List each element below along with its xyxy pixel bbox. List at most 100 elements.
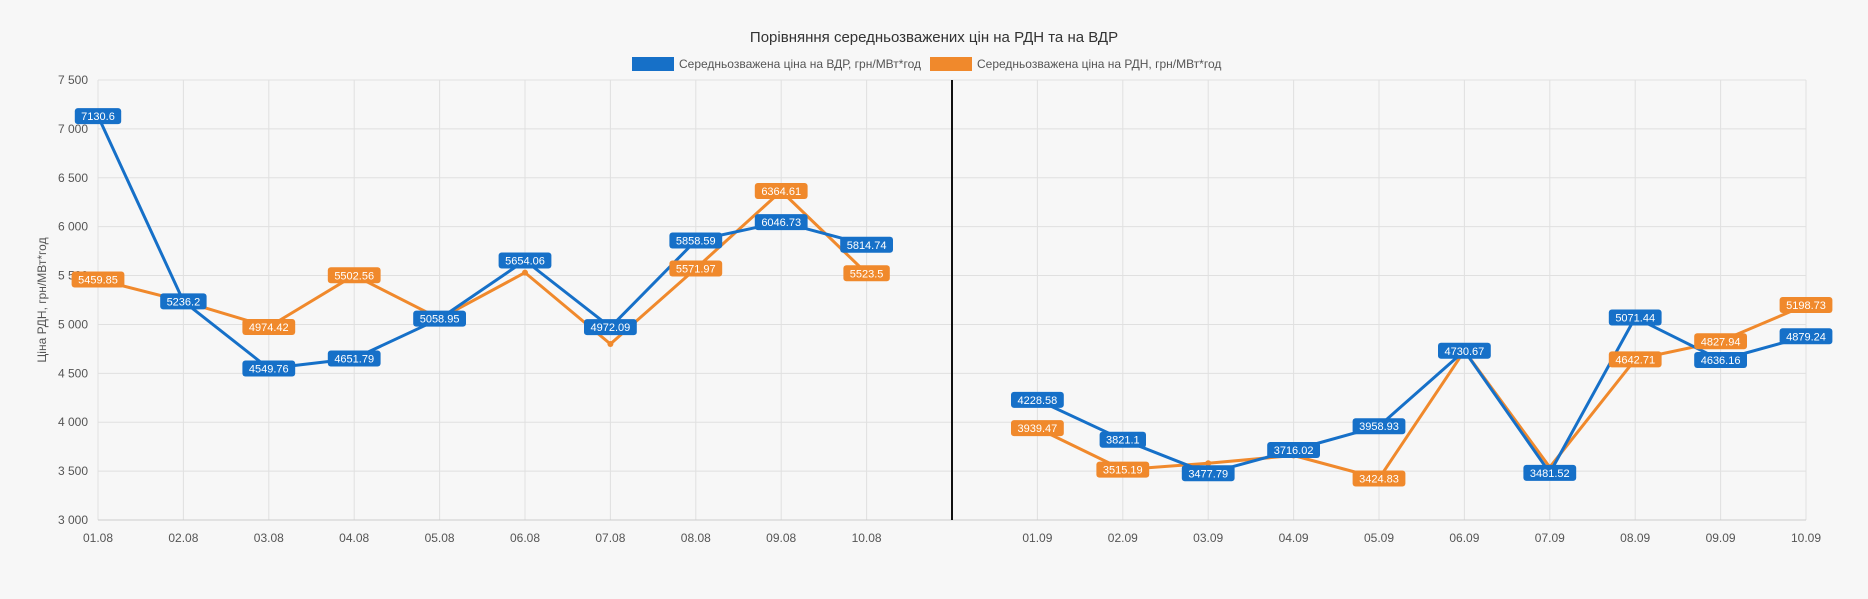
data-label-s0-8: 6046.73 <box>754 214 808 231</box>
data-label-bg <box>1779 328 1833 345</box>
series-1-point-6[interactable] <box>607 341 614 347</box>
data-label-text: 4651.79 <box>334 353 374 365</box>
data-label-text: 3477.79 <box>1188 468 1228 480</box>
data-label-s0-11: 4228.58 <box>1011 391 1064 408</box>
x-tick-label-16: 06.09 <box>1449 531 1479 545</box>
data-label-text: 5459.85 <box>78 274 118 286</box>
data-label-bg <box>669 260 723 277</box>
data-label-text: 6364.61 <box>761 186 801 198</box>
data-label-s0-18: 5071.44 <box>1608 309 1662 326</box>
series-1-point-13[interactable] <box>1205 460 1212 467</box>
data-label-s1-12: 3515.19 <box>1096 461 1150 478</box>
y-tick-label-0: 3 000 <box>58 513 88 527</box>
x-tick-label-13: 03.09 <box>1193 531 1223 545</box>
data-label-bg <box>584 319 637 336</box>
legend-label-vdr: Середньозважена ціна на ВДР, грн/МВт*год <box>679 57 921 71</box>
data-label-s1-7: 5571.97 <box>669 260 723 277</box>
data-label-bg <box>327 267 381 284</box>
data-label-bg <box>1608 351 1662 368</box>
data-label-s0-12: 3821.1 <box>1099 431 1146 448</box>
data-label-bg <box>1523 464 1577 481</box>
data-label-text: 4972.09 <box>591 322 631 334</box>
data-label-text: 4636.16 <box>1701 355 1741 367</box>
x-tick-label-19: 09.09 <box>1706 531 1736 545</box>
data-label-bg <box>1267 441 1320 458</box>
data-label-text: 3958.93 <box>1359 421 1399 433</box>
data-label-s0-5: 5654.06 <box>498 252 552 269</box>
x-tick-label-9: 10.08 <box>852 531 882 545</box>
data-label-s1-8: 6364.61 <box>754 183 808 200</box>
x-tick-label-3: 04.08 <box>339 531 369 545</box>
data-label-bg <box>1779 297 1833 314</box>
data-label-text: 4549.76 <box>249 363 289 375</box>
data-label-text: 3481.52 <box>1530 468 1570 480</box>
legend-swatch-rdn[interactable] <box>930 57 972 71</box>
data-label-bg <box>1096 461 1150 478</box>
data-label-bg <box>1352 470 1406 487</box>
data-label-bg <box>160 293 207 310</box>
data-label-bg <box>242 360 296 377</box>
data-label-s0-0: 7130.6 <box>74 108 122 125</box>
data-label-text: 5814.74 <box>847 240 887 252</box>
x-tick-label-5: 06.08 <box>510 531 540 545</box>
y-tick-label-8: 7 000 <box>58 122 88 136</box>
data-label-text: 5571.97 <box>676 264 716 276</box>
x-tick-label-12: 02.09 <box>1108 531 1138 545</box>
x-tick-label-11: 01.09 <box>1022 531 1052 545</box>
data-label-bg <box>840 236 893 253</box>
data-label-text: 3424.83 <box>1359 473 1399 485</box>
series-1-point-5[interactable] <box>522 269 528 276</box>
x-axis-ticks: 01.08 02.08 03.08 04.08 05.08 06.08 07.08 08.08… <box>83 531 1821 545</box>
data-label-text: 3515.19 <box>1103 465 1143 477</box>
x-tick-label-4: 05.08 <box>425 531 455 545</box>
series-line-1 <box>97 189 1807 480</box>
y-tick-label-7: 6 500 <box>58 171 88 185</box>
data-label-bg <box>1438 342 1491 359</box>
data-label-s1-11: 3939.47 <box>1011 420 1064 437</box>
data-label-text: 4228.58 <box>1018 395 1058 407</box>
data-label-s1-9: 5523.5 <box>843 265 890 282</box>
data-label-text: 3821.1 <box>1106 435 1140 447</box>
data-label-s0-14: 3716.02 <box>1267 441 1320 458</box>
x-tick-label-8: 09.08 <box>766 531 796 545</box>
data-label-s1-15: 3424.83 <box>1352 470 1406 487</box>
data-label-s0-6: 4972.09 <box>584 319 637 336</box>
data-label-text: 4879.24 <box>1786 331 1826 343</box>
data-label-text: 5071.44 <box>1615 312 1655 324</box>
data-label-bg <box>498 252 552 269</box>
data-label-bg <box>754 183 808 200</box>
data-label-s0-17: 3481.52 <box>1523 464 1577 481</box>
data-label-s0-20: 4879.24 <box>1779 328 1833 345</box>
x-tick-label-0: 01.08 <box>83 531 113 545</box>
data-label-bg <box>843 265 890 282</box>
x-tick-label-1: 02.08 <box>168 531 198 545</box>
data-label-s1-19: 4827.94 <box>1694 333 1747 350</box>
data-label-bg <box>1099 431 1146 448</box>
data-label-bg <box>242 318 296 335</box>
legend-swatch-vdr[interactable] <box>632 57 674 71</box>
data-label-text: 5858.59 <box>676 235 716 247</box>
x-tick-label-14: 04.09 <box>1279 531 1309 545</box>
data-label-text: 3716.02 <box>1274 445 1314 457</box>
data-label-text: 5198.73 <box>1786 300 1826 312</box>
data-label-s0-9: 5814.74 <box>840 236 893 253</box>
data-label-s1-18: 4642.71 <box>1608 351 1662 368</box>
data-label-bg <box>71 271 125 288</box>
data-label-text: 4730.67 <box>1445 346 1485 358</box>
data-label-text: 5236.2 <box>167 296 201 308</box>
data-label-bg <box>1608 309 1662 326</box>
data-label-text: 5523.5 <box>850 268 884 280</box>
data-label-s1-3: 5502.56 <box>327 267 381 284</box>
y-tick-label-9: 7 500 <box>58 73 88 87</box>
legend-label-rdn: Середньозважена ціна на РДН, грн/МВт*год <box>977 57 1221 71</box>
x-tick-label-17: 07.09 <box>1535 531 1565 545</box>
data-label-bg <box>1011 391 1064 408</box>
x-tick-label-6: 07.08 <box>595 531 625 545</box>
data-label-text: 3939.47 <box>1018 423 1058 435</box>
series-line-0 <box>96 115 1807 475</box>
data-label-text: 5502.56 <box>334 270 374 282</box>
data-label-text: 5654.06 <box>505 255 545 267</box>
data-label-s0-15: 3958.93 <box>1352 418 1406 435</box>
